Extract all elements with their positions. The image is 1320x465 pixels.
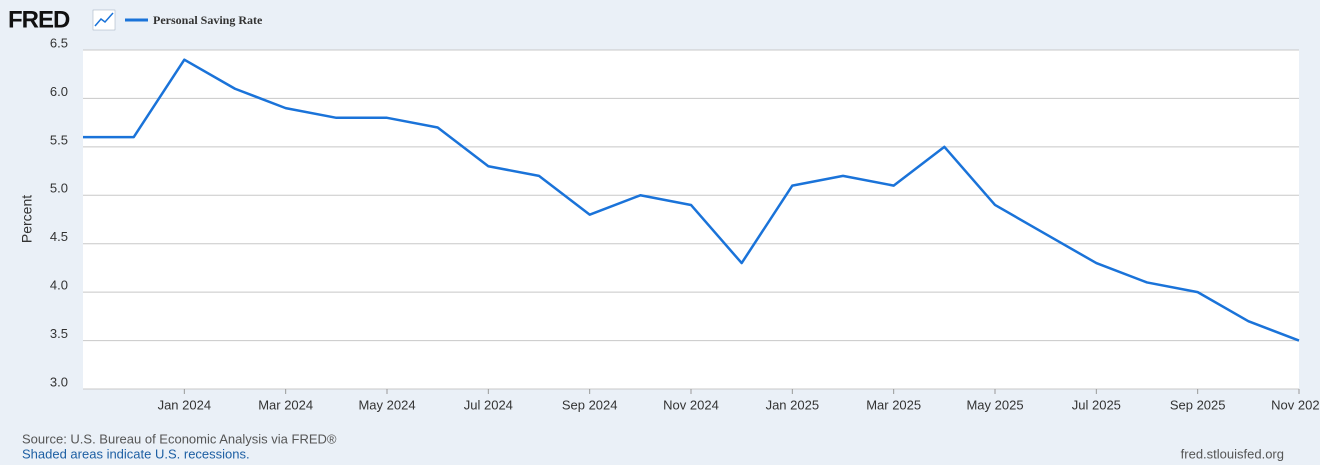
- x-tick-label: Sep 2025: [1170, 397, 1226, 412]
- x-tick-label: Jan 2024: [158, 397, 212, 412]
- x-tick-label: May 2025: [966, 397, 1023, 412]
- y-tick-label: 3.5: [50, 326, 68, 341]
- y-tick-label: 6.0: [50, 84, 68, 99]
- legend-label: Personal Saving Rate: [153, 13, 263, 27]
- x-tick-label: Nov 2024: [663, 397, 719, 412]
- series-line: [83, 58, 1300, 342]
- y-tick-label: 6.5: [50, 35, 68, 50]
- x-tick-label: Sep 2024: [562, 397, 618, 412]
- x-tick-label: Jul 2024: [464, 397, 513, 412]
- y-tick-label: 5.0: [50, 181, 68, 196]
- logo-icon: [92, 9, 116, 31]
- url[interactable]: fred.stlouisfed.org: [1181, 446, 1284, 461]
- note[interactable]: Shaded areas indicate U.S. recessions.: [22, 446, 250, 461]
- y-tick-label: 4.5: [50, 229, 68, 244]
- y-axis-label: Percent: [19, 195, 35, 243]
- y-tick-label: 5.5: [50, 132, 68, 147]
- x-tick-label: May 2024: [358, 397, 415, 412]
- y-tick-label: 4.0: [50, 278, 68, 293]
- y-tick-label: 3.0: [50, 374, 68, 389]
- logo: FRED: [8, 6, 70, 33]
- plot-area: [83, 50, 1299, 389]
- x-tick-label: Jan 2025: [766, 397, 820, 412]
- x-tick-label: Nov 2025: [1271, 397, 1320, 412]
- source: Source: U.S. Bureau of Economic Analysis…: [22, 431, 337, 446]
- x-tick-label: Mar 2024: [258, 397, 313, 412]
- x-tick-label: Mar 2025: [866, 397, 921, 412]
- x-tick-label: Jul 2025: [1072, 397, 1121, 412]
